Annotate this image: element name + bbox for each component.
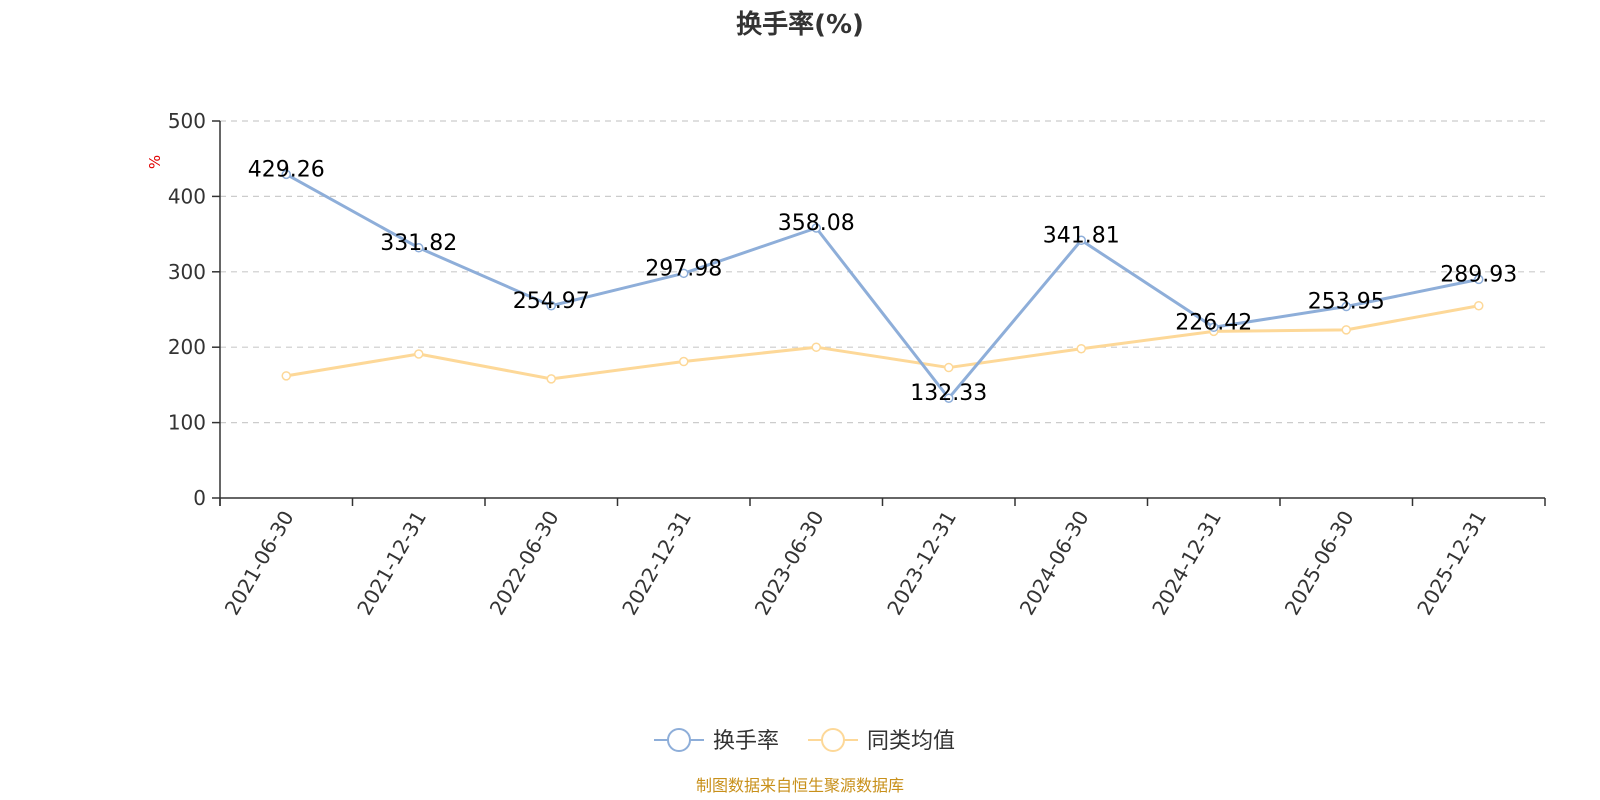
y-tick-label: 0 — [193, 486, 206, 510]
x-tick-label: 2024-06-30 — [1015, 507, 1094, 620]
legend-item-1[interactable]: 同类均值 — [808, 728, 955, 754]
data-label: 341.81 — [1043, 223, 1120, 248]
data-label: 297.98 — [645, 256, 722, 281]
data-point — [679, 356, 689, 367]
x-tick-label: 2023-06-30 — [750, 507, 829, 620]
data-point — [944, 393, 954, 403]
x-tick-label: 2021-06-30 — [220, 507, 299, 620]
data-label: 358.08 — [778, 211, 855, 236]
data-point — [944, 362, 954, 373]
x-tick-label: 2024-12-31 — [1147, 507, 1226, 620]
y-tick-label: 100 — [168, 411, 206, 435]
legend-item-0[interactable]: 换手率 — [654, 728, 779, 754]
legend-label: 同类均值 — [867, 729, 955, 754]
data-point — [1076, 343, 1086, 354]
data-point — [414, 349, 424, 359]
axes: 0 100 200 300 400 500 2021-06-30 2021-12-31 2022… — [168, 109, 1546, 620]
data-point — [811, 342, 821, 352]
y-tick-label: 500 — [168, 109, 206, 133]
series-lines — [281, 169, 1484, 403]
data-point — [1209, 322, 1219, 333]
legend[interactable]: 换手率 同类均值 — [654, 728, 955, 754]
data-point — [546, 301, 556, 311]
data-label: 254.97 — [513, 289, 590, 314]
series-line-1 — [286, 304, 1480, 381]
x-tick-label: 2025-12-31 — [1412, 507, 1491, 620]
y-tick-label: 400 — [168, 184, 206, 208]
data-label: 429.26 — [248, 157, 325, 182]
data-labels: 429.26 331.82 254.97 297.98 358.08 132.33 341.… — [248, 157, 1517, 406]
data-point — [1474, 274, 1484, 285]
x-tick-label: 2025-06-30 — [1280, 507, 1359, 620]
legend-marker-icon — [821, 728, 845, 752]
y-tick-label: 300 — [168, 260, 206, 284]
x-tick-label: 2022-12-31 — [617, 507, 696, 620]
data-point — [1341, 301, 1351, 312]
data-point — [1474, 300, 1484, 311]
data-point — [679, 268, 689, 279]
data-point — [546, 374, 556, 384]
data-label: 331.82 — [380, 231, 457, 256]
data-label: 226.42 — [1175, 310, 1252, 335]
series-line-0 — [285, 173, 1480, 400]
y-tick-label: 200 — [168, 335, 206, 359]
data-point — [1341, 325, 1351, 335]
data-point — [811, 223, 821, 233]
legend-label: 换手率 — [713, 729, 779, 754]
data-label: 132.33 — [910, 381, 987, 406]
grid-lines — [220, 120, 1545, 424]
legend-marker-icon — [667, 728, 691, 752]
x-tick-label: 2022-06-30 — [485, 507, 564, 620]
data-label: 253.95 — [1308, 290, 1385, 315]
data-point — [281, 371, 291, 381]
data-point — [281, 169, 291, 180]
x-tick-label: 2021-12-31 — [352, 507, 431, 620]
data-point — [1076, 235, 1086, 246]
x-tick-label: 2023-12-31 — [882, 507, 961, 620]
chart-title: 换手率(%) — [736, 9, 864, 40]
data-label: 289.93 — [1440, 262, 1517, 287]
data-point — [414, 243, 424, 253]
data-source-note: 制图数据来自恒生聚源数据库 — [696, 776, 904, 795]
y-axis-unit-label: % — [146, 155, 164, 169]
